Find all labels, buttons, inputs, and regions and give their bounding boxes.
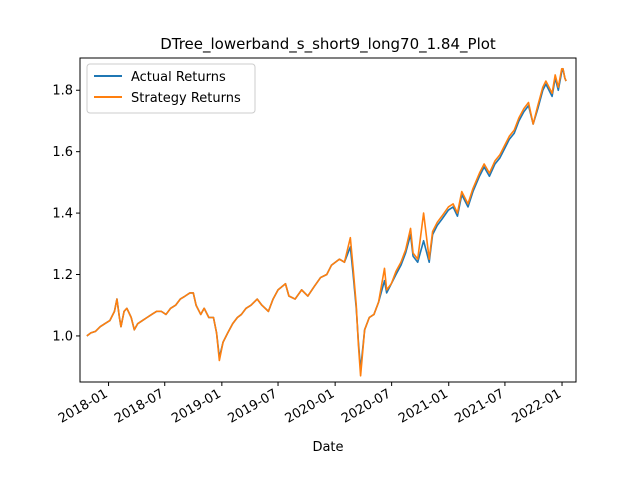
- series-layer: [86, 67, 567, 377]
- y-axis: 1.0 1.2 1.4 1.6 1.8: [52, 84, 80, 344]
- y-tick-label: 1.8: [52, 84, 73, 99]
- legend: Actual Returns Strategy Returns: [86, 63, 256, 114]
- y-tick-label: 1.4: [52, 207, 73, 222]
- legend-label-strategy-returns: Strategy Returns: [131, 91, 241, 106]
- y-tick-label: 1.2: [52, 268, 73, 283]
- legend-box: [86, 63, 256, 114]
- legend-label-actual-returns: Actual Returns: [131, 70, 226, 85]
- y-tick-label: 1.6: [52, 145, 73, 160]
- y-tick-label: 1.0: [52, 329, 73, 344]
- x-axis-label: Date: [312, 440, 343, 455]
- series-line-strategy-returns: [86, 67, 567, 377]
- plot-frame: [79, 57, 577, 383]
- chart-title: DTree_lowerband_s_short9_long70_1.84_Plo…: [160, 35, 496, 54]
